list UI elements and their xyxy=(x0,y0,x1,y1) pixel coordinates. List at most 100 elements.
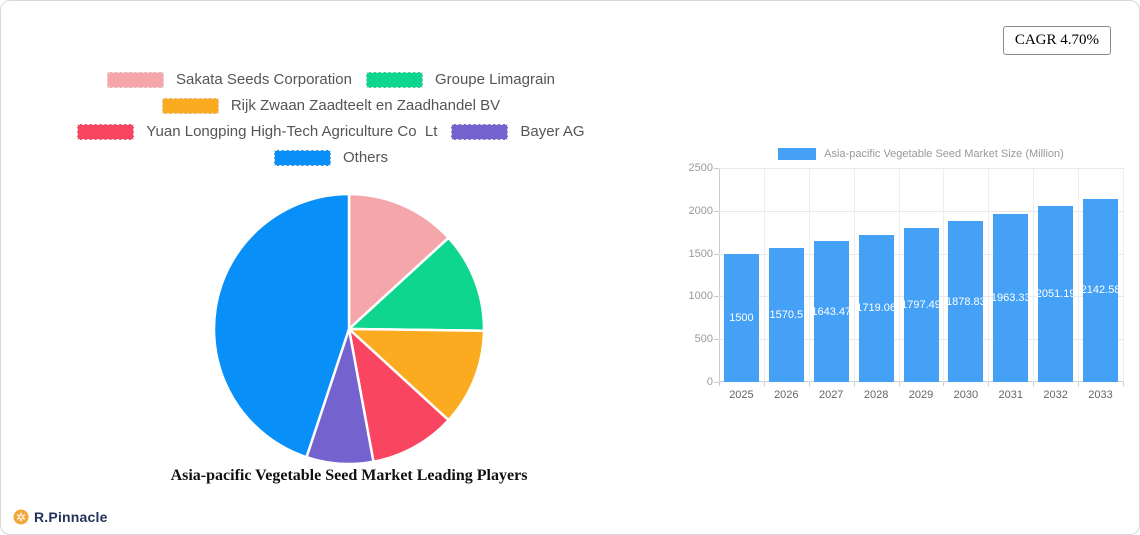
x-tick-mark xyxy=(1123,382,1124,386)
y-tick-mark xyxy=(714,253,719,255)
y-tick-mark xyxy=(714,339,719,341)
brand-logo[interactable]: R.Pinnacle xyxy=(13,509,108,525)
bar-2027[interactable]: 1643.47 xyxy=(811,241,852,382)
legend-label: Groupe Limagrain xyxy=(434,71,556,88)
y-axis-line xyxy=(719,168,720,382)
x-axis-label: 2028 xyxy=(863,389,889,401)
bar-value-label: 1719.06 xyxy=(856,302,896,315)
v-gridline xyxy=(1033,168,1035,382)
x-tick-mark xyxy=(1078,382,1080,386)
bar-legend-swatch xyxy=(778,148,817,160)
pie-legend-item-3[interactable]: Yuan Longping High-Tech Agriculture Co L… xyxy=(77,123,437,140)
bar-plot-area: 0 500 1000 1500 2000 2500 1500 1570.5 1643.47 171… xyxy=(689,162,1124,388)
bar-value-label: 1963.33 xyxy=(990,291,1031,304)
y-axis-label: 2000 xyxy=(688,204,713,217)
logo-text: R.Pinnacle xyxy=(34,509,108,525)
v-gridline xyxy=(898,168,900,382)
x-axis-label: 2032 xyxy=(1043,389,1068,401)
legend-row: Yuan Longping High-Tech Agriculture Co L… xyxy=(77,123,585,140)
bar-2030[interactable]: 1878.83 xyxy=(945,221,986,382)
bar-2028[interactable]: 1719.06 xyxy=(856,234,896,382)
y-axis-label: 2500 xyxy=(688,162,713,174)
pie-legend-item-2[interactable]: Rijk Zwaan Zaadteelt en Zaadhandel BV xyxy=(161,97,501,114)
legend-label: Rijk Zwaan Zaadteelt en Zaadhandel BV xyxy=(230,97,501,114)
bar-value-label: 1570.5 xyxy=(769,308,804,321)
pie-slice-2[interactable] xyxy=(347,327,486,422)
pie-slice-0[interactable] xyxy=(347,192,450,331)
v-gridline xyxy=(943,168,945,382)
legend-row: Rijk Zwaan Zaadteelt en Zaadhandel BV xyxy=(161,97,501,114)
legend-row: Others xyxy=(273,149,388,166)
bar-legend-item[interactable]: Asia-pacific Vegetable Seed Market Size … xyxy=(719,148,1123,160)
v-gridline xyxy=(1078,168,1080,382)
y-tick-mark xyxy=(714,382,719,383)
pie-legend-item-0[interactable]: Sakata Seeds Corporation xyxy=(106,71,352,88)
x-tick-mark xyxy=(1033,382,1035,386)
pie-legend-item-5[interactable]: Others xyxy=(273,149,388,166)
x-tick-mark xyxy=(763,382,765,386)
x-axis-label: 2033 xyxy=(1088,389,1113,401)
y-axis-label: 500 xyxy=(694,333,713,346)
h-gridline xyxy=(719,168,1123,169)
v-gridline xyxy=(1123,168,1124,382)
bar-legend-label: Asia-pacific Vegetable Seed Market Size … xyxy=(824,148,1064,160)
x-tick-mark xyxy=(988,382,990,386)
bar-value-label: 1797.49 xyxy=(901,299,941,312)
pie-legend-item-4[interactable]: Bayer AG xyxy=(451,123,585,140)
bar-2033[interactable]: 2142.58 xyxy=(1080,198,1121,382)
x-tick-mark xyxy=(719,382,720,386)
v-gridline xyxy=(853,168,855,382)
cagr-badge: CAGR 4.70% xyxy=(1002,26,1111,55)
y-axis-label: 1500 xyxy=(688,247,713,260)
legend-swatch xyxy=(273,149,331,166)
y-tick-mark xyxy=(714,168,719,169)
x-axis-label: 2031 xyxy=(998,389,1023,401)
legend-label: Bayer AG xyxy=(520,123,585,140)
x-axis-label: 2030 xyxy=(953,389,979,401)
bar-chart: Asia-pacific Vegetable Seed Market Size … xyxy=(689,141,1139,431)
y-axis-label: 1000 xyxy=(688,290,713,303)
legend-swatch xyxy=(106,71,164,88)
legend-row: Sakata Seeds Corporation Groupe Limagrain xyxy=(106,71,556,88)
legend-swatch xyxy=(451,123,509,140)
x-axis-label: 2026 xyxy=(774,389,799,401)
legend-label: Sakata Seeds Corporation xyxy=(175,71,352,88)
x-tick-mark xyxy=(808,382,810,386)
bar-value-label: 2142.58 xyxy=(1080,284,1121,297)
h-gridline xyxy=(719,210,1123,212)
legend-swatch xyxy=(365,71,423,88)
pie-slice-1[interactable] xyxy=(347,236,486,332)
v-gridline xyxy=(808,168,810,382)
pie-legend: Sakata Seeds Corporation Groupe Limagrain… xyxy=(1,71,661,166)
bar-2025[interactable]: 1500 xyxy=(723,253,759,382)
y-tick-mark xyxy=(714,210,719,212)
x-axis-label: 2025 xyxy=(729,389,754,401)
bar-value-label: 1643.47 xyxy=(811,305,852,318)
x-tick-mark xyxy=(853,382,855,386)
legend-swatch xyxy=(77,123,135,140)
logo-pinwheel-icon xyxy=(13,509,29,525)
legend-label: Others xyxy=(342,149,388,166)
legend-label: Yuan Longping High-Tech Agriculture Co L… xyxy=(146,123,438,140)
pie-slice-3[interactable] xyxy=(347,327,450,464)
bar-2031[interactable]: 1963.33 xyxy=(990,213,1031,382)
bar-2026[interactable]: 1570.5 xyxy=(768,247,804,382)
bar-2032[interactable]: 2051.19 xyxy=(1035,206,1076,382)
x-axis-label: 2029 xyxy=(908,389,934,401)
bar-value-label: 2051.19 xyxy=(1035,288,1076,301)
y-axis-label: 0 xyxy=(706,376,713,388)
v-gridline xyxy=(763,168,765,382)
x-tick-mark xyxy=(898,382,900,386)
pie-chart xyxy=(212,192,486,466)
x-tick-mark xyxy=(943,382,945,386)
bar-value-label: 1500 xyxy=(729,311,754,324)
x-axis-label: 2027 xyxy=(818,389,844,401)
bar-2029[interactable]: 1797.49 xyxy=(901,228,941,382)
bar-value-label: 1878.83 xyxy=(945,295,986,308)
pie-slice-5[interactable] xyxy=(212,192,351,459)
pie-title: Asia-pacific Vegetable Seed Market Leadi… xyxy=(170,467,528,484)
y-tick-mark xyxy=(714,296,719,298)
v-gridline xyxy=(988,168,990,382)
pie-legend-item-1[interactable]: Groupe Limagrain xyxy=(365,71,556,88)
